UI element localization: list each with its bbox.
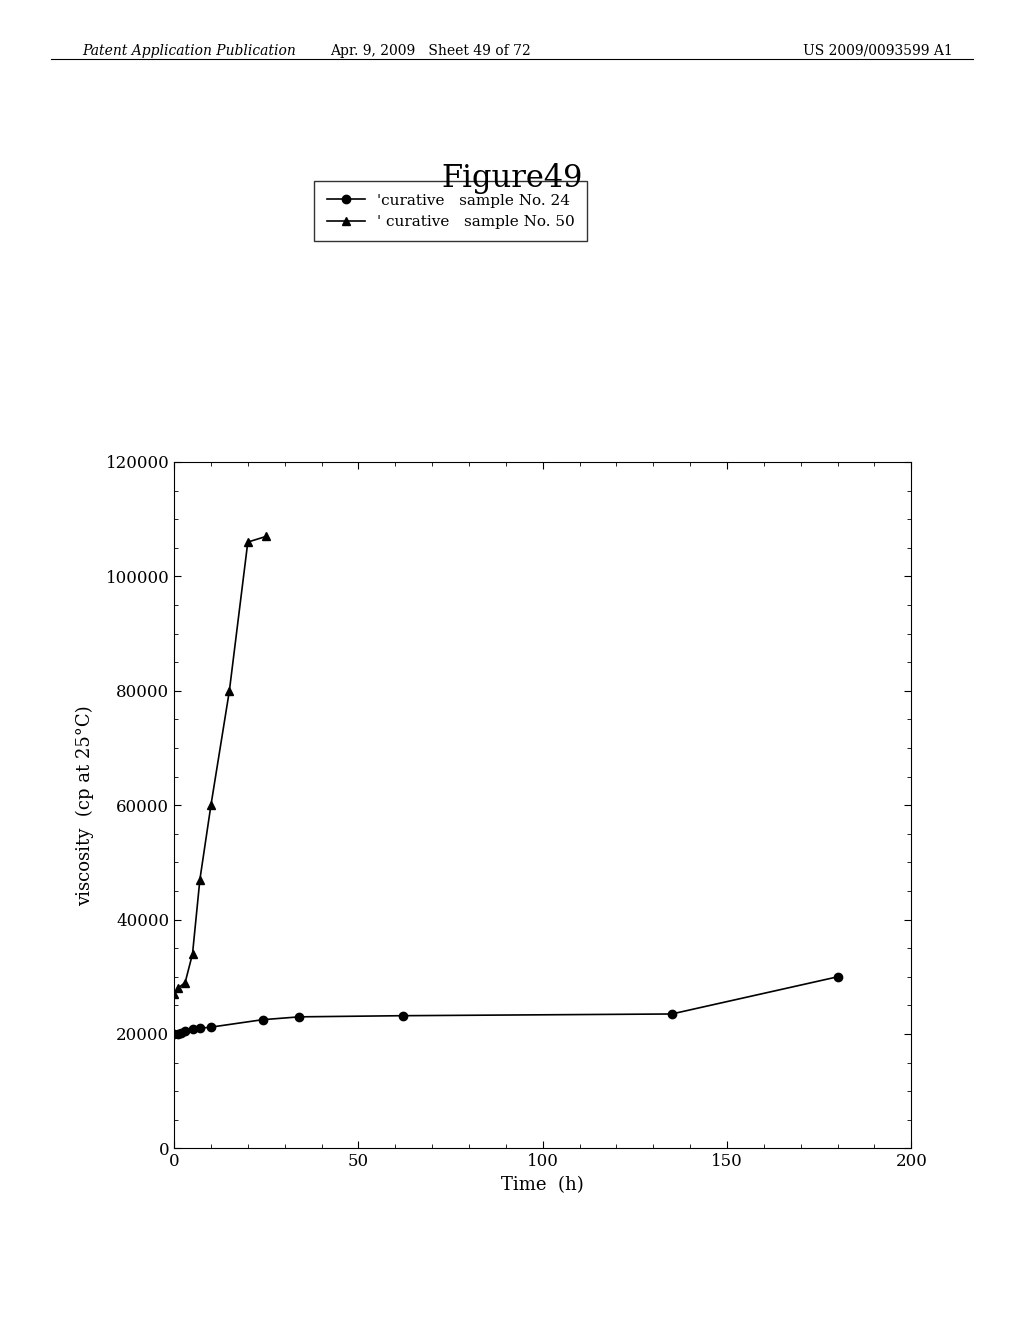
Legend: 'curative   sample No. 24, ' curative   sample No. 50: 'curative sample No. 24, ' curative samp…	[314, 181, 587, 242]
Text: US 2009/0093599 A1: US 2009/0093599 A1	[803, 44, 952, 58]
Text: Apr. 9, 2009   Sheet 49 of 72: Apr. 9, 2009 Sheet 49 of 72	[330, 44, 530, 58]
X-axis label: Time  (h): Time (h)	[502, 1176, 584, 1193]
Y-axis label: viscosity  (cp at 25°C): viscosity (cp at 25°C)	[76, 705, 94, 906]
Text: Patent Application Publication: Patent Application Publication	[82, 44, 296, 58]
Text: Figure49: Figure49	[441, 162, 583, 194]
